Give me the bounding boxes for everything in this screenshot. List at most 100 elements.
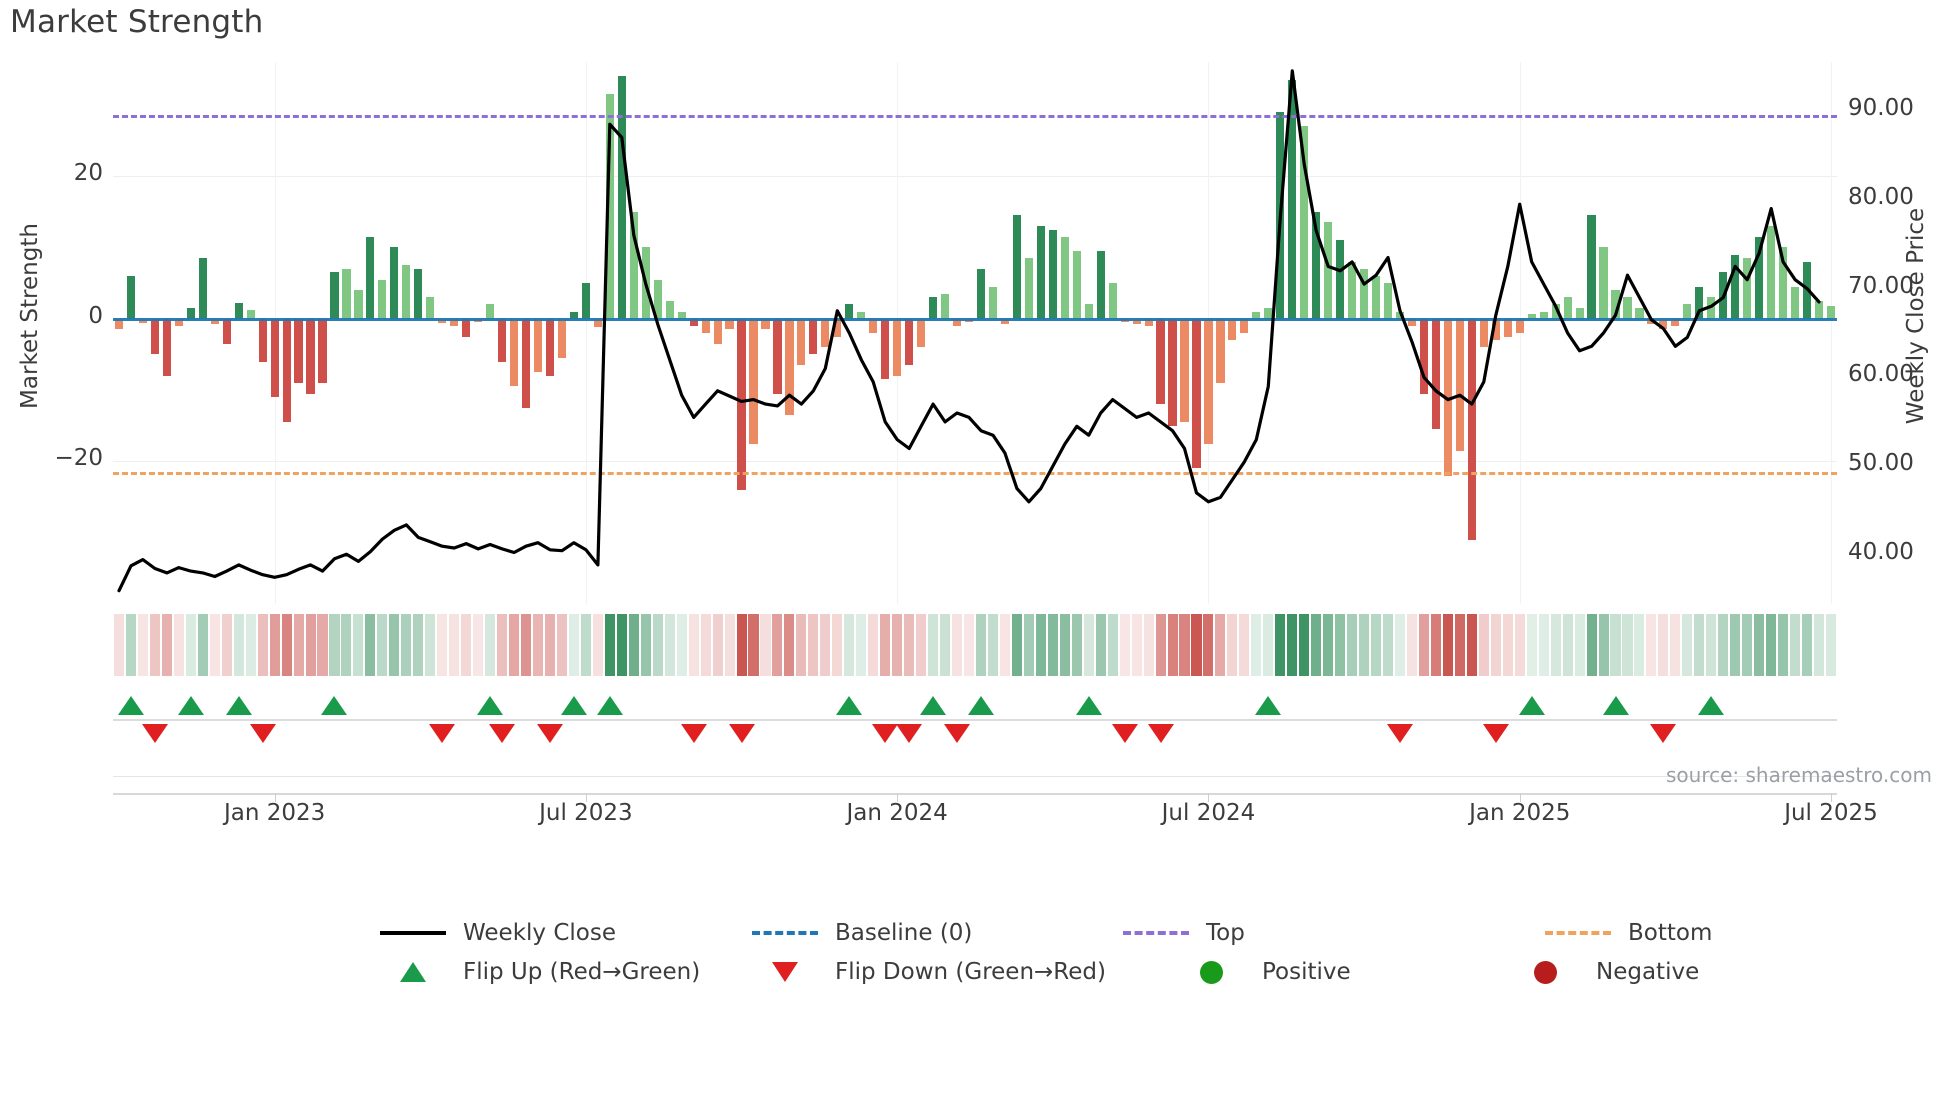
heat-cell <box>437 614 448 676</box>
heat-cell <box>748 614 759 676</box>
legend-item[interactable]: Flip Up (Red→Green) <box>380 959 700 985</box>
strength-bar <box>1336 240 1345 319</box>
strength-bar <box>1527 314 1536 319</box>
strength-bar <box>1515 318 1524 333</box>
heat-cell <box>161 614 172 676</box>
right-axis-tick-label: 90.00 <box>1848 94 1914 121</box>
heat-cell <box>640 614 651 676</box>
heat-cell <box>1394 614 1406 676</box>
flip-up-marker <box>1698 696 1725 715</box>
strength-bar <box>629 211 638 319</box>
flip-down-marker <box>896 724 923 743</box>
strength-bar <box>1779 247 1788 319</box>
flip-up-marker <box>596 696 623 715</box>
left-axis-title: Market Strength <box>17 223 43 409</box>
flip-down-marker <box>1387 724 1413 743</box>
legend-item[interactable]: Negative <box>1512 959 1699 985</box>
strength-bar <box>557 318 567 358</box>
heat-cell <box>616 614 627 676</box>
strength-bar <box>1180 318 1189 423</box>
legend-item[interactable]: Flip Down (Green→Red) <box>752 959 1106 985</box>
strength-bar <box>509 318 519 387</box>
legend-label: Positive <box>1262 959 1351 985</box>
heat-cell <box>676 614 687 676</box>
strength-bar <box>198 258 207 319</box>
strength-bar <box>1252 311 1261 319</box>
heat-cell <box>125 614 136 676</box>
heat-cell <box>628 614 639 676</box>
heat-cell <box>760 614 771 676</box>
heat-cell <box>1802 614 1813 676</box>
heat-cell <box>1023 614 1034 676</box>
x-axis-upper-rule <box>113 776 1837 777</box>
strength-bar <box>1000 318 1009 325</box>
strength-bar <box>1024 258 1033 319</box>
strength-bar <box>761 318 770 330</box>
strength-bar <box>569 311 578 319</box>
strength-bar <box>1192 318 1201 469</box>
heat-cell <box>425 614 436 676</box>
heat-cell <box>137 614 148 676</box>
strength-bar <box>1791 286 1800 319</box>
strength-bar <box>1563 297 1572 319</box>
legend-item[interactable]: Bottom <box>1545 920 1712 946</box>
vertical-gridline <box>1519 62 1521 604</box>
heat-cell <box>365 614 376 676</box>
heat-cell <box>1155 614 1166 676</box>
strength-bar <box>1012 215 1021 319</box>
legend-item[interactable]: Positive <box>1178 959 1351 985</box>
heat-cell <box>1442 614 1453 676</box>
strength-bar <box>701 318 710 333</box>
legend-item[interactable]: Baseline (0) <box>752 920 972 946</box>
heat-cell <box>1035 614 1046 676</box>
heat-cell <box>257 614 268 676</box>
strength-bar <box>330 272 339 319</box>
x-axis-tick-label: Jan 2023 <box>223 800 326 826</box>
strength-bar <box>1240 318 1249 333</box>
strength-bar <box>498 318 507 362</box>
strength-bar <box>1814 300 1824 319</box>
legend-item[interactable]: Weekly Close <box>380 920 616 946</box>
flip-down-marker <box>728 724 755 743</box>
strength-bar <box>593 318 602 328</box>
heat-cell <box>796 614 807 676</box>
strength-bar <box>1036 226 1045 319</box>
heat-cell <box>940 614 951 676</box>
strength-bar <box>689 318 698 326</box>
heat-cell <box>1814 614 1825 676</box>
heat-cell <box>844 614 855 676</box>
flip-up-marker <box>1602 696 1629 715</box>
heat-cell <box>856 614 867 676</box>
strength-bar <box>1300 126 1309 319</box>
strength-bar <box>282 318 291 423</box>
heat-cell <box>724 614 735 676</box>
heat-cell <box>1131 614 1142 676</box>
strength-bar <box>1144 318 1153 326</box>
heat-cell <box>1574 614 1585 676</box>
left-axis-tick-label: 0 <box>88 302 103 329</box>
flip-up-marker <box>1518 696 1545 715</box>
heat-cell <box>377 614 388 676</box>
heat-cell <box>509 614 520 676</box>
heat-cell <box>1766 614 1777 676</box>
heat-cell <box>233 614 244 676</box>
heat-cell <box>1825 614 1837 676</box>
strength-bar <box>653 279 662 319</box>
heat-cell <box>999 614 1010 676</box>
legend-item[interactable]: Top <box>1123 920 1245 946</box>
heat-cell <box>353 614 364 676</box>
strength-bar <box>749 318 758 444</box>
heat-cell <box>736 614 747 676</box>
heat-cell <box>341 614 352 676</box>
x-tick-mark <box>1831 793 1832 802</box>
heat-cell <box>1490 614 1501 676</box>
strength-bar <box>1060 236 1069 319</box>
strength-bar <box>737 318 746 490</box>
strength-bar <box>1228 318 1237 341</box>
heat-cell <box>1742 614 1753 676</box>
top-reference-line <box>113 115 1837 119</box>
right-axis-tick-label: 80.00 <box>1848 183 1914 210</box>
plot-background <box>113 62 1837 604</box>
strength-bar <box>402 265 411 319</box>
heat-cell <box>173 614 184 676</box>
